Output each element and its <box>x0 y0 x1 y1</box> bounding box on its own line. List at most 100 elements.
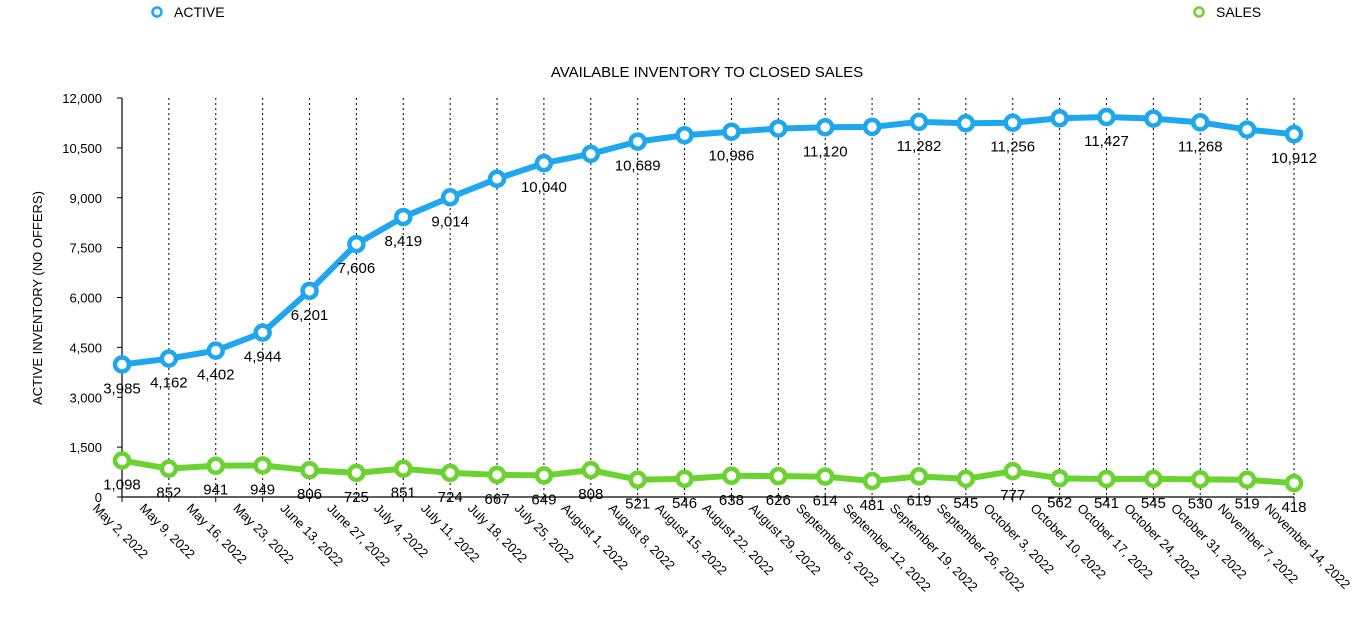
data-label-sales: 619 <box>906 492 931 509</box>
axes <box>117 97 1295 502</box>
data-label-sales: 541 <box>1094 495 1119 512</box>
series-active <box>112 107 1304 374</box>
data-point-sales <box>909 467 929 486</box>
data-point-sales <box>206 456 226 475</box>
y-tick-label: 12,000 <box>62 91 102 106</box>
y-tick-label: 3,000 <box>69 390 102 405</box>
data-label-active: 4,162 <box>150 375 188 392</box>
data-label-active: 11,282 <box>897 138 942 155</box>
legend-item-active[interactable]: ACTIVE <box>151 4 225 20</box>
y-tick-label: 6,000 <box>69 291 102 306</box>
data-label-sales: 521 <box>625 496 650 513</box>
y-tick-label: 7,500 <box>69 241 102 256</box>
data-label-active: 11,427 <box>1084 133 1129 150</box>
data-point-sales <box>956 469 976 489</box>
y-tick-label: 9,000 <box>69 191 102 206</box>
data-point-active <box>1050 109 1069 128</box>
data-point-sales <box>581 460 601 480</box>
data-point-sales <box>1050 469 1069 488</box>
data-point-active <box>581 144 601 164</box>
y-tick-labels: 0 1,500 3,000 4,500 6,000 7,500 9,000 10,500 12,… <box>62 91 102 505</box>
data-point-active <box>862 117 882 137</box>
data-label-active: 10,986 <box>708 148 754 165</box>
data-point-active <box>159 349 179 368</box>
legend: ACTIVE SALES <box>151 4 1262 20</box>
data-label-active: 7,606 <box>338 260 376 277</box>
legend-item-sales[interactable]: SALES <box>1193 4 1262 20</box>
data-point-active <box>1237 120 1257 139</box>
data-point-active <box>347 234 366 254</box>
data-label-active: 11,268 <box>1178 138 1223 155</box>
data-point-active <box>253 323 272 342</box>
data-point-sales <box>1190 470 1210 489</box>
data-label-sales: 806 <box>297 486 322 503</box>
data-point-sales <box>815 467 835 486</box>
data-label-sales: 545 <box>1141 495 1166 512</box>
data-point-active <box>1144 109 1163 128</box>
data-point-sales <box>159 459 179 478</box>
data-point-sales <box>1144 469 1163 489</box>
data-point-sales <box>347 463 366 483</box>
data-point-sales <box>487 465 507 485</box>
data-point-active <box>956 114 976 133</box>
data-label-active: 10,912 <box>1271 150 1317 167</box>
data-point-sales <box>722 466 741 486</box>
data-label-sales: 1,098 <box>103 476 141 493</box>
data-label-sales: 941 <box>203 482 228 499</box>
chart-title: AVAILABLE INVENTORY TO CLOSED SALES <box>551 64 863 81</box>
data-label-sales: 851 <box>391 485 416 502</box>
data-point-active <box>440 188 460 207</box>
series-layer <box>112 107 1304 493</box>
data-label-active: 9,014 <box>431 213 469 230</box>
data-label-sales: 638 <box>719 492 744 509</box>
legend-active-marker <box>151 6 163 18</box>
data-point-active <box>1190 113 1210 132</box>
data-label-sales: 949 <box>250 481 275 498</box>
data-label-sales: 546 <box>672 495 697 512</box>
data-point-sales <box>300 460 319 480</box>
data-point-sales <box>769 466 788 486</box>
x-tick-label: September 26, 2022 <box>934 501 1028 595</box>
data-label-active: 10,689 <box>615 158 661 175</box>
x-tick-label: November 14, 2022 <box>1262 501 1353 592</box>
y-tick-label: 10,500 <box>62 141 102 156</box>
data-point-active <box>300 281 319 301</box>
data-point-sales <box>394 459 413 478</box>
data-point-active <box>675 125 694 145</box>
data-point-active <box>628 132 647 151</box>
data-point-active <box>394 207 413 227</box>
data-label-sales: 724 <box>438 489 463 506</box>
data-label-active: 8,419 <box>385 233 423 250</box>
y-tick-label: 0 <box>95 490 102 505</box>
x-tick-label: September 12, 2022 <box>840 501 934 595</box>
data-point-sales <box>440 463 460 483</box>
series-line-sales <box>119 457 1297 487</box>
data-label-sales: 667 <box>485 491 510 508</box>
data-point-sales <box>253 456 272 475</box>
data-point-active <box>1097 107 1116 127</box>
data-label-sales: 418 <box>1281 499 1306 516</box>
legend-sales-marker <box>1193 6 1205 18</box>
data-point-sales <box>112 451 132 470</box>
data-point-active <box>1003 113 1022 132</box>
data-point-active <box>206 341 226 360</box>
data-point-sales <box>675 469 694 489</box>
data-point-sales <box>1003 461 1022 481</box>
data-point-active <box>909 112 929 132</box>
data-label-active: 3,985 <box>103 380 141 397</box>
data-point-active <box>722 122 741 141</box>
data-point-sales <box>1237 470 1257 489</box>
y-axis-title: ACTIVE INVENTORY (NO OFFERS) <box>30 191 45 405</box>
data-point-active <box>112 355 132 374</box>
legend-active-label: ACTIVE <box>174 4 225 20</box>
data-point-active <box>815 118 835 137</box>
data-label-active: 11,256 <box>990 139 1035 156</box>
data-label-sales: 808 <box>578 486 603 503</box>
data-label-sales: 649 <box>531 491 556 508</box>
data-label-sales: 519 <box>1235 496 1260 513</box>
series-sales <box>112 451 1304 493</box>
data-label-sales: 562 <box>1047 494 1072 511</box>
y-tick-label: 4,500 <box>69 340 102 355</box>
x-tick-label: September 19, 2022 <box>887 501 981 595</box>
